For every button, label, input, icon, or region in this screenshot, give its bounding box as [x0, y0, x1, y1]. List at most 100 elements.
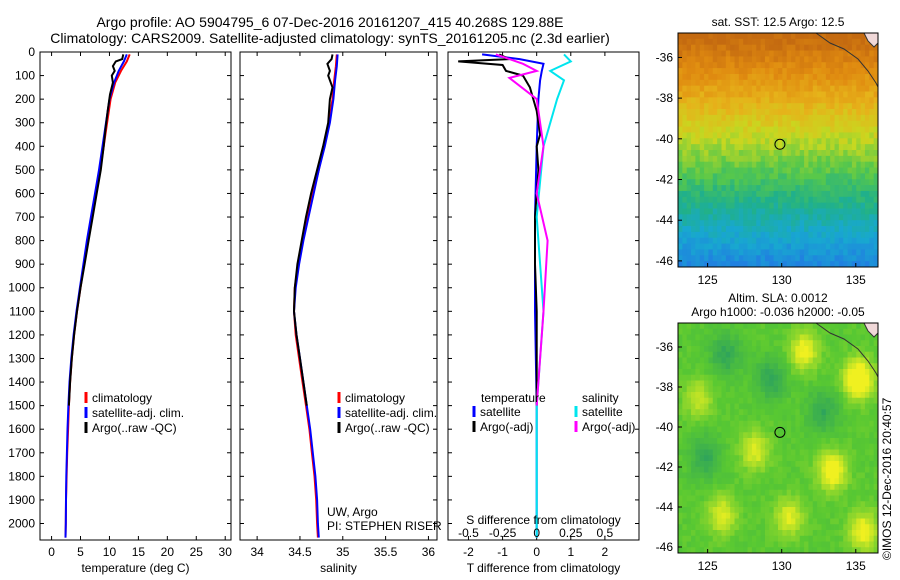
map-cell	[851, 369, 857, 376]
map-cell	[743, 397, 748, 404]
map-cell	[678, 91, 683, 98]
map-cell	[695, 114, 701, 122]
map-cell	[860, 541, 866, 548]
map-cell	[791, 495, 796, 502]
map-cell	[721, 243, 727, 250]
map-cell	[838, 432, 844, 439]
map-cell	[734, 150, 740, 157]
map-cell	[764, 161, 770, 168]
map-cell	[847, 237, 853, 244]
map-cell	[778, 334, 783, 341]
map-cell	[769, 484, 775, 491]
map-cell	[860, 466, 866, 473]
map-cell	[769, 44, 775, 51]
map-cell	[821, 261, 827, 268]
map-cell	[760, 449, 766, 456]
map-cell	[830, 38, 835, 46]
map-cell	[699, 328, 705, 335]
map-cell	[821, 243, 827, 250]
map-cell	[825, 374, 831, 381]
map-cell	[869, 196, 875, 204]
map-cell	[730, 249, 735, 256]
map-cell	[825, 85, 831, 92]
map-cell	[773, 501, 779, 508]
map-cell	[799, 518, 805, 525]
map-cell	[747, 541, 753, 548]
map-cell	[738, 114, 744, 122]
map-cell	[860, 179, 866, 186]
map-cell	[799, 68, 805, 75]
map-cell	[847, 518, 853, 525]
map-cell	[795, 249, 801, 256]
map-cell	[738, 179, 744, 186]
map-cell	[695, 185, 701, 192]
map-cell	[734, 73, 740, 81]
map-cell	[812, 208, 818, 215]
map-cell	[782, 68, 788, 75]
map-cell	[769, 449, 775, 456]
map-cell	[760, 62, 766, 69]
map-cell	[695, 420, 701, 427]
map-cell	[869, 438, 875, 445]
map-cell	[834, 155, 840, 163]
map-cell	[782, 472, 788, 479]
map-cell	[856, 415, 862, 422]
map-cell	[699, 120, 705, 127]
map-cell	[864, 374, 870, 381]
map-cell	[708, 495, 714, 502]
map-cell	[699, 190, 705, 198]
map-cell	[873, 432, 879, 439]
map-cell	[734, 44, 740, 51]
map-cell	[843, 161, 848, 168]
map-cell	[682, 249, 688, 256]
map-cell	[838, 161, 844, 168]
map-cell	[838, 351, 844, 358]
difference-top-tick-label: -0.5	[458, 526, 479, 540]
map-cell	[730, 489, 735, 496]
map-cell	[821, 56, 827, 63]
map-cell	[869, 109, 875, 116]
map-cell	[725, 501, 731, 508]
map-cell	[864, 489, 870, 496]
map-cell	[730, 351, 735, 358]
depth-tick-label: 1700	[8, 446, 35, 460]
map-cell	[708, 507, 714, 514]
map-cell	[738, 541, 744, 548]
map-cell	[708, 547, 714, 554]
map-cell	[751, 501, 757, 508]
map-cell	[730, 243, 735, 250]
map-cell	[804, 415, 809, 422]
map-cell	[699, 44, 705, 51]
map-cell	[760, 524, 766, 531]
map-cell	[804, 237, 809, 244]
map-cell	[686, 196, 692, 204]
map-cell	[764, 380, 770, 387]
map-cell	[834, 120, 840, 127]
map-cell	[864, 380, 870, 387]
map-cell	[682, 484, 688, 491]
map-cell	[686, 386, 692, 393]
map-cell	[843, 114, 848, 122]
map-cell	[699, 541, 705, 548]
map-cell	[717, 114, 722, 122]
map-cell	[812, 103, 818, 110]
map-cell	[751, 357, 757, 364]
map-cell	[812, 255, 818, 262]
map-cell	[695, 415, 701, 422]
map-cell	[769, 351, 775, 358]
map-cell	[812, 334, 818, 341]
map-cell	[734, 328, 740, 335]
map-cell	[760, 472, 766, 479]
map-cell	[725, 420, 731, 427]
map-cell	[730, 50, 735, 57]
map-cell	[778, 173, 783, 180]
map-cell	[751, 524, 757, 531]
map-cell	[773, 167, 779, 174]
map-cell	[851, 489, 857, 496]
map-cell	[847, 403, 853, 410]
map-cell	[721, 185, 727, 192]
map-cell	[686, 138, 692, 145]
map-cell	[873, 62, 879, 69]
map-cell	[856, 512, 862, 519]
map-cell	[738, 512, 744, 519]
